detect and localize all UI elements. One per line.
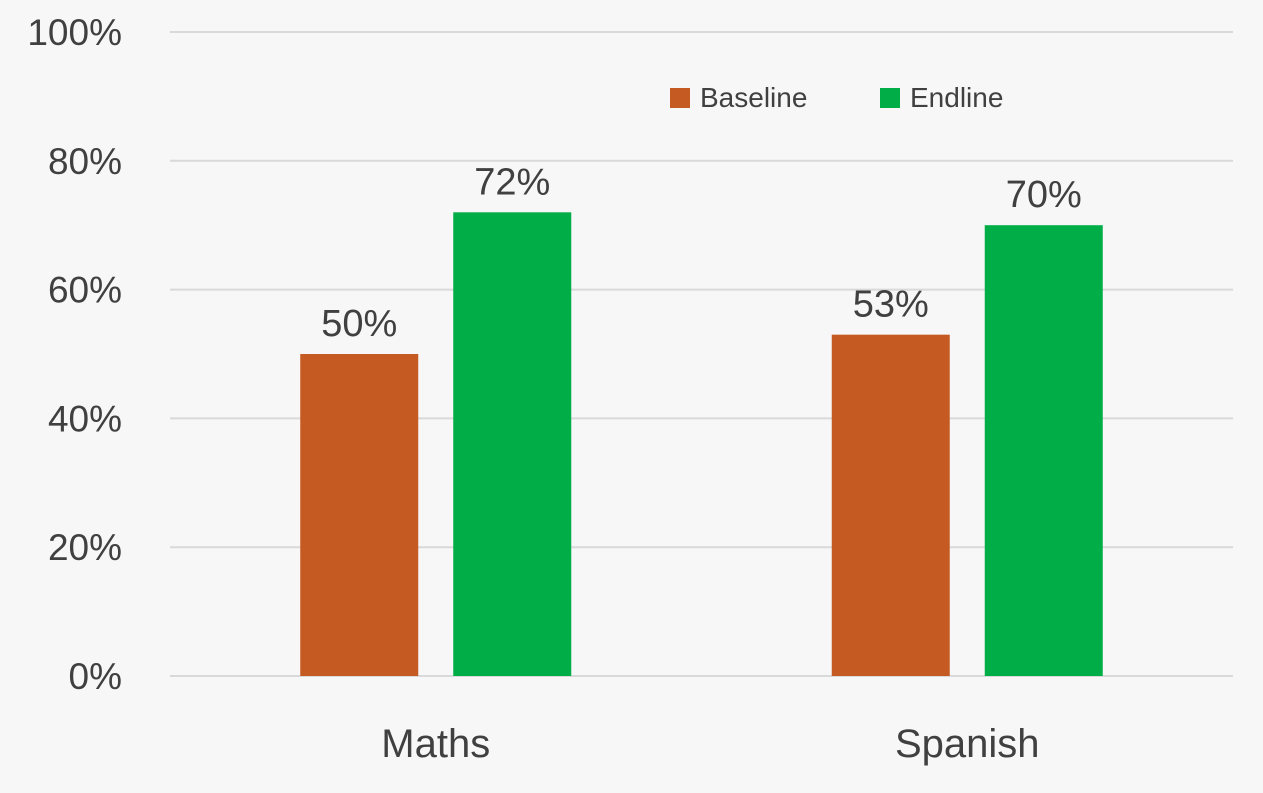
bar-baseline-spanish (831, 334, 950, 676)
legend-swatch (880, 88, 900, 108)
x-tick-label: Maths (381, 722, 490, 766)
legend-label: Endline (910, 82, 1003, 113)
legend-item: Baseline (670, 82, 807, 113)
bar-endline-maths (453, 212, 572, 676)
data-label: 50% (321, 303, 397, 345)
data-label: 70% (1006, 174, 1082, 216)
legend: Baseline Endline (670, 82, 1003, 113)
y-tick-label: 80% (48, 141, 122, 182)
legend-item: Endline (880, 82, 1003, 113)
y-tick-label: 40% (48, 398, 122, 439)
bars (300, 212, 1103, 676)
x-tick-label: Spanish (895, 722, 1040, 766)
bar-endline-spanish (984, 225, 1103, 676)
y-tick-label: 60% (48, 270, 122, 311)
data-label: 53% (853, 284, 929, 326)
x-axis: Maths Spanish (381, 722, 1039, 766)
data-label: 72% (474, 161, 550, 203)
data-labels: 50% 72% 53% 70% (321, 161, 1082, 345)
y-tick-label: 20% (48, 527, 122, 568)
bar-baseline-maths (300, 354, 419, 676)
y-tick-label: 0% (69, 656, 122, 697)
legend-label: Baseline (700, 82, 807, 113)
y-tick-label: 100% (27, 12, 122, 53)
legend-swatch (670, 88, 690, 108)
y-axis: 0% 20% 40% 60% 80% 100% (27, 12, 122, 697)
